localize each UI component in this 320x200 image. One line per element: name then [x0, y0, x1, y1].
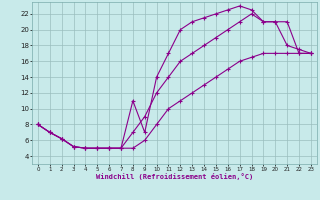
X-axis label: Windchill (Refroidissement éolien,°C): Windchill (Refroidissement éolien,°C) [96, 173, 253, 180]
